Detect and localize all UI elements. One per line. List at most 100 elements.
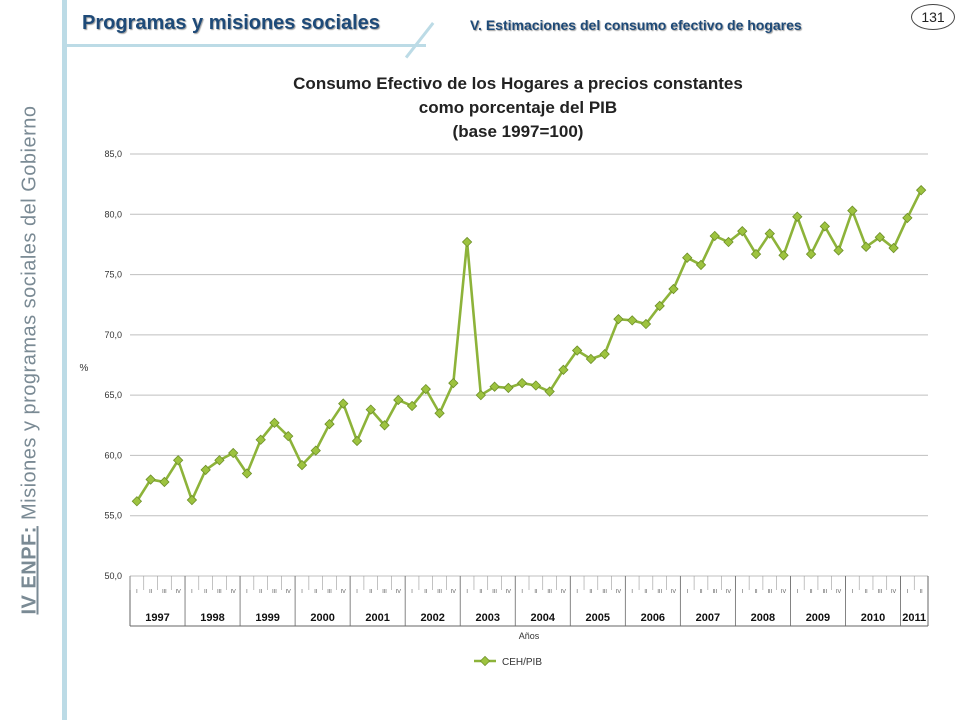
series-line-ceh-pib [135, 189, 923, 502]
quarter-label: III [492, 589, 497, 595]
data-point [159, 476, 170, 488]
quarter-label: III [602, 589, 607, 595]
data-point [365, 404, 376, 415]
quarter-label: II [149, 589, 153, 595]
data-point [131, 496, 143, 507]
year-label: 2006 [641, 612, 665, 624]
data-point [393, 394, 404, 406]
y-tick-label: 50,0 [104, 571, 122, 581]
section-title: Programas y misiones sociales [82, 12, 380, 34]
year-label: 1998 [200, 612, 224, 624]
quarter-label: IV [231, 589, 237, 595]
chart-title: Consumo Efectivo de los Hogares a precio… [130, 72, 906, 144]
data-point [682, 252, 693, 263]
y-axis-label: % [80, 363, 89, 374]
data-point [695, 259, 707, 271]
quarter-label: II [424, 589, 428, 595]
data-point [544, 386, 555, 397]
data-point [819, 221, 830, 232]
sidebar-accent-bar [62, 0, 67, 720]
quarter-label: I [301, 589, 303, 595]
chart-title-line-3: (base 1997=100) [452, 122, 584, 141]
quarter-label: II [699, 589, 703, 595]
quarter-label: III [547, 589, 552, 595]
quarter-label: II [589, 589, 593, 595]
data-point [640, 318, 652, 330]
data-point [585, 353, 597, 365]
data-point [530, 380, 542, 391]
year-label: 2003 [475, 612, 499, 624]
year-label: 2005 [586, 612, 610, 624]
data-point [338, 398, 349, 409]
data-point [764, 228, 775, 239]
y-tick-label: 65,0 [104, 390, 122, 400]
data-point [255, 434, 266, 445]
data-point [805, 248, 817, 260]
quarter-label: IV [671, 589, 677, 595]
quarter-label: II [865, 589, 869, 595]
data-point [627, 315, 638, 326]
year-label: 1997 [145, 612, 169, 624]
quarter-label: IV [561, 589, 567, 595]
quarter-label: IV [451, 589, 457, 595]
data-point [406, 400, 418, 412]
data-point [172, 455, 184, 466]
header-divider [66, 44, 426, 47]
data-point [200, 464, 211, 476]
x-axis-label: Años [519, 631, 540, 641]
data-point [351, 435, 363, 447]
data-point [448, 377, 459, 389]
quarter-label: III [217, 589, 222, 595]
data-point [420, 383, 431, 395]
quarter-label: I [631, 589, 633, 595]
data-point [269, 417, 280, 429]
y-tick-label: 55,0 [104, 511, 122, 521]
data-point [214, 455, 225, 466]
data-point [310, 445, 321, 456]
data-point [792, 211, 803, 222]
quarter-label: I [191, 589, 193, 595]
quarter-label: I [521, 589, 523, 595]
quarter-label: II [369, 589, 373, 595]
y-tick-label: 80,0 [104, 209, 122, 219]
quarter-label: IV [176, 589, 182, 595]
quarter-label: III [327, 589, 332, 595]
data-point [654, 300, 665, 312]
section-subtitle: V. Estimaciones del consumo efectivo de … [470, 17, 802, 33]
quarter-label: I [466, 589, 468, 595]
quarter-label: II [534, 589, 538, 595]
data-point [145, 474, 156, 485]
y-tick-label: 75,0 [104, 270, 122, 280]
data-point [709, 230, 720, 242]
y-tick-label: 85,0 [104, 149, 122, 159]
quarter-label: II [314, 589, 318, 595]
data-point [860, 241, 872, 253]
quarter-label: III [878, 589, 883, 595]
data-point [461, 236, 473, 248]
y-tick-label: 70,0 [104, 330, 122, 340]
quarter-label: I [741, 589, 743, 595]
data-point [489, 381, 500, 392]
data-point [750, 248, 762, 260]
data-point [888, 242, 899, 254]
quarter-label: III [272, 589, 277, 595]
year-label: 2004 [531, 612, 556, 624]
chart-title-line-1: Consumo Efectivo de los Hogares a precio… [293, 74, 743, 93]
data-point [833, 245, 844, 256]
quarter-label: IV [836, 589, 842, 595]
quarter-label: I [246, 589, 248, 595]
legend-label: CEH/PIB [502, 657, 542, 668]
quarter-label: II [204, 589, 208, 595]
data-point [902, 212, 913, 224]
quarter-label: IV [891, 589, 897, 595]
quarter-label: III [712, 589, 717, 595]
quarter-label: I [411, 589, 413, 595]
quarter-label: I [852, 589, 854, 595]
year-label: 2011 [902, 612, 926, 624]
data-point [434, 408, 445, 419]
quarter-label: IV [506, 589, 512, 595]
year-label: 2002 [420, 612, 444, 624]
quarter-label: I [907, 589, 909, 595]
year-label: 2008 [751, 612, 775, 624]
